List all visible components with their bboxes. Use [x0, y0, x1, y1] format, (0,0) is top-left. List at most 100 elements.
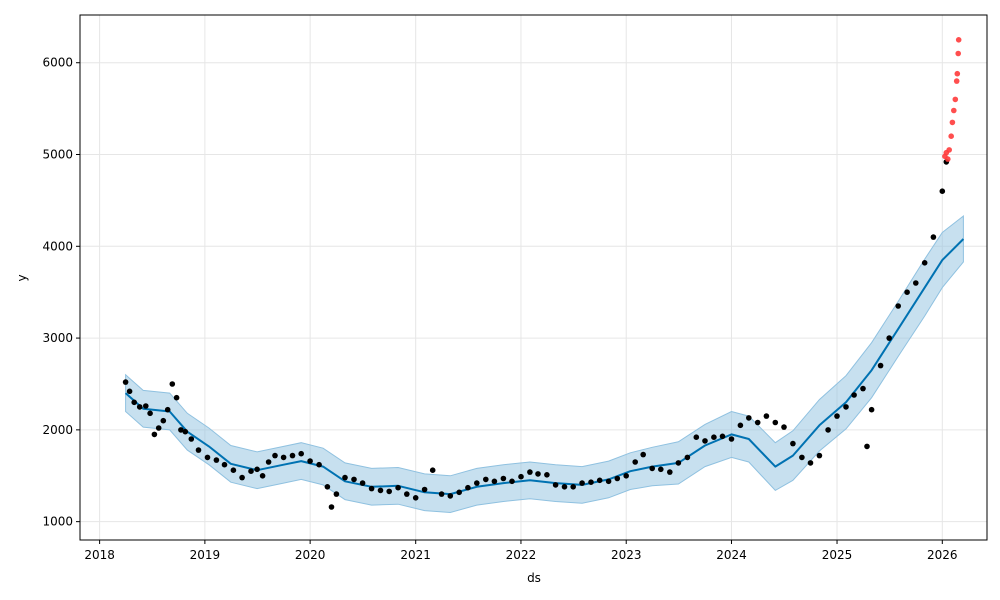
outlier-point: [953, 78, 960, 84]
observed-point: [763, 413, 770, 419]
observed-point: [535, 471, 541, 477]
observed-point: [921, 260, 928, 266]
outlier-points: [942, 37, 962, 162]
observed-point: [886, 335, 892, 341]
observed-point: [188, 436, 195, 442]
observed-point: [265, 459, 272, 465]
observed-point: [834, 413, 840, 419]
observed-point: [298, 450, 305, 457]
observed-point: [825, 427, 831, 433]
observed-point: [483, 476, 489, 483]
observed-point: [500, 475, 507, 482]
observed-point: [429, 467, 436, 474]
observed-point: [790, 440, 796, 447]
observed-point: [895, 303, 901, 309]
observed-point: [213, 457, 220, 463]
observed-point: [939, 188, 946, 194]
observed-point: [877, 362, 884, 369]
observed-points: [122, 159, 950, 510]
observed-point: [799, 454, 805, 461]
x-axis-label: ds: [527, 571, 541, 585]
observed-point: [447, 493, 454, 499]
observed-point: [324, 484, 331, 490]
grid: [80, 15, 987, 540]
observed-point: [342, 474, 348, 481]
x-tick-label: 2023: [611, 548, 642, 562]
observed-point: [640, 451, 646, 458]
outlier-point: [955, 37, 962, 43]
observed-point: [728, 436, 735, 442]
observed-point: [259, 473, 266, 479]
observed-point: [333, 491, 340, 497]
observed-point: [596, 477, 603, 484]
observed-point: [816, 452, 823, 459]
observed-point: [658, 466, 664, 473]
observed-point: [702, 438, 708, 444]
observed-point: [860, 385, 866, 392]
observed-point: [684, 454, 691, 461]
observed-point: [851, 392, 857, 398]
observed-point: [772, 419, 779, 426]
observed-point: [195, 447, 202, 453]
observed-point: [280, 454, 287, 461]
observed-point: [754, 419, 761, 426]
outlier-point: [948, 133, 954, 139]
observed-point: [122, 379, 129, 385]
observed-point: [649, 465, 655, 472]
observed-point: [904, 289, 910, 296]
observed-point: [509, 478, 515, 485]
x-tick-label: 2018: [84, 548, 115, 562]
y-tick-label: 6000: [42, 56, 73, 70]
observed-point: [368, 485, 375, 492]
y-axis-label: y: [15, 274, 29, 281]
observed-point: [693, 434, 700, 441]
observed-point: [868, 406, 875, 413]
observed-point: [412, 495, 419, 501]
y-tick-label: 2000: [42, 423, 73, 437]
observed-point: [913, 280, 919, 286]
observed-point: [155, 425, 162, 431]
observed-point: [491, 478, 498, 485]
observed-point: [632, 459, 638, 465]
observed-point: [316, 461, 322, 468]
observed-point: [737, 422, 744, 429]
observed-point: [456, 489, 463, 496]
observed-point: [579, 480, 585, 486]
x-tick-label: 2022: [506, 548, 537, 562]
observed-point: [864, 443, 870, 450]
observed-point: [151, 431, 158, 438]
x-tick-label: 2020: [295, 548, 326, 562]
y-tick-label: 5000: [42, 148, 73, 162]
observed-point: [527, 469, 533, 475]
observed-point: [328, 504, 335, 510]
outlier-point: [955, 50, 961, 57]
observed-point: [614, 475, 621, 482]
observed-point: [421, 486, 428, 493]
observed-point: [588, 479, 594, 486]
observed-point: [178, 427, 184, 433]
observed-point: [160, 417, 167, 424]
y-tick-label: 4000: [42, 239, 73, 253]
observed-point: [169, 381, 176, 387]
observed-point: [623, 473, 629, 479]
observed-point: [465, 484, 471, 491]
x-tick-label: 2019: [190, 548, 221, 562]
outlier-point: [949, 119, 956, 126]
observed-point: [667, 469, 673, 475]
observed-point: [131, 399, 137, 406]
observed-point: [711, 434, 717, 441]
observed-point: [719, 433, 726, 440]
observed-point: [182, 428, 189, 435]
observed-point: [552, 482, 559, 488]
uncertainty-band: [125, 214, 964, 514]
outlier-point: [954, 70, 961, 77]
observed-point: [746, 415, 752, 421]
observed-point: [204, 454, 211, 461]
observed-point: [239, 474, 245, 481]
outlier-point: [945, 156, 951, 162]
observed-point: [147, 410, 153, 417]
observed-point: [386, 488, 393, 495]
observed-point: [404, 491, 410, 497]
interval-band: [125, 214, 964, 514]
